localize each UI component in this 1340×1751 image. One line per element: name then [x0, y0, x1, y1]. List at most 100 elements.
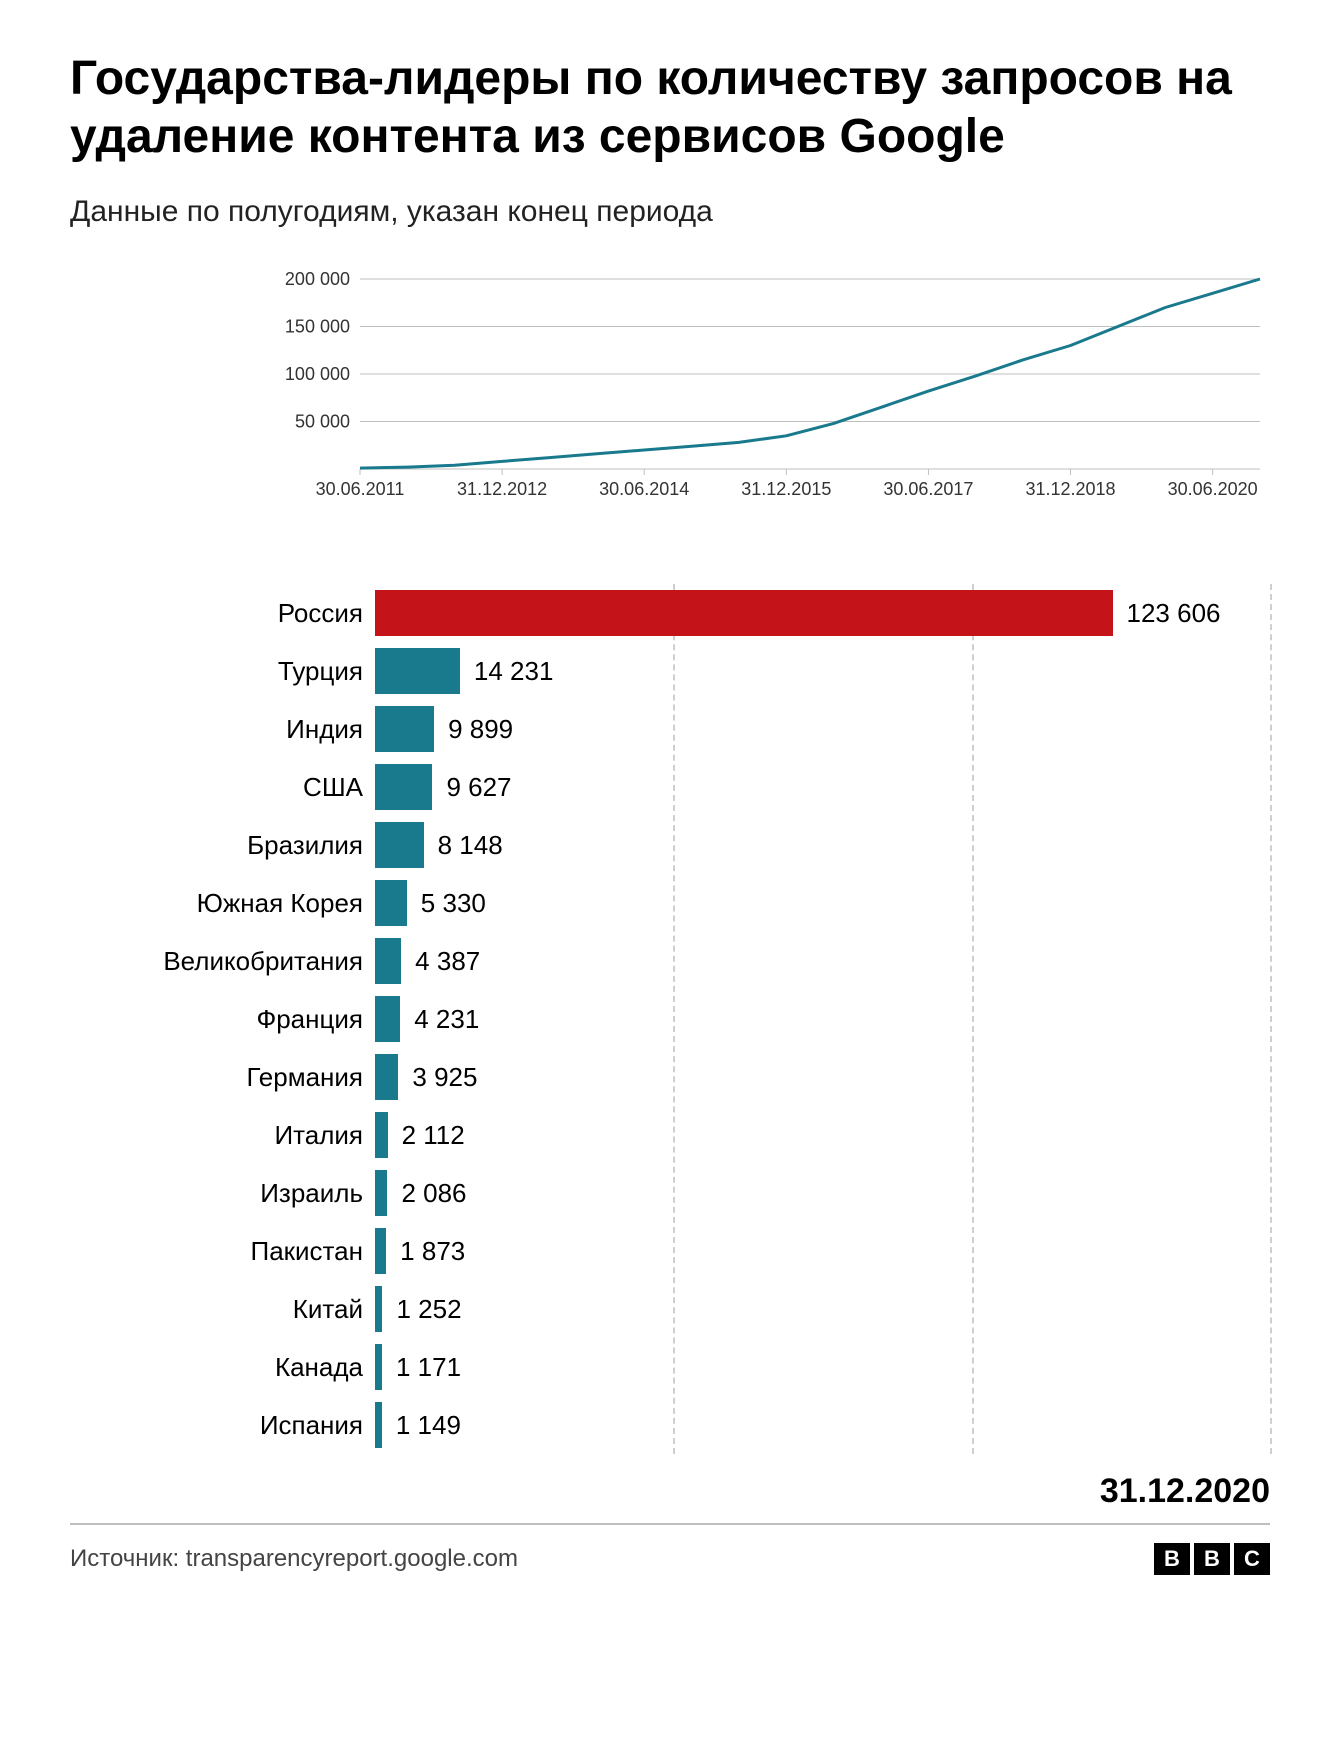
bar-fill [375, 880, 407, 926]
bar-fill [375, 1402, 382, 1448]
bar-label: Китай [70, 1294, 375, 1325]
bar-track: 1 149 [375, 1396, 1270, 1454]
svg-text:100 000: 100 000 [285, 364, 350, 384]
bar-label: Германия [70, 1062, 375, 1093]
bar-label: США [70, 772, 375, 803]
bar-row: Россия 123 606 [70, 584, 1270, 642]
bar-track: 9 627 [375, 758, 1270, 816]
bar-label: Великобритания [70, 946, 375, 977]
bar-row: США 9 627 [70, 758, 1270, 816]
footer: Источник: transparencyreport.google.com … [70, 1543, 1270, 1575]
bar-value: 8 148 [438, 830, 503, 861]
svg-text:31.12.2018: 31.12.2018 [1025, 479, 1115, 499]
bar-fill [375, 1054, 398, 1100]
bar-value: 9 899 [448, 714, 513, 745]
bar-row: Индия 9 899 [70, 700, 1270, 758]
bar-value: 4 387 [415, 946, 480, 977]
bar-label: Бразилия [70, 830, 375, 861]
bar-label: Франция [70, 1004, 375, 1035]
bar-row: Китай 1 252 [70, 1280, 1270, 1338]
bar-track: 3 925 [375, 1048, 1270, 1106]
bar-track: 4 387 [375, 932, 1270, 990]
bar-value: 1 149 [396, 1410, 461, 1441]
bar-value: 2 086 [401, 1178, 466, 1209]
bar-track: 1 873 [375, 1222, 1270, 1280]
bar-fill [375, 1344, 382, 1390]
svg-text:150 000: 150 000 [285, 317, 350, 337]
line-chart: 50 000 100 000 150 000 200 000 30.06.2011 31.… [270, 269, 1270, 529]
bar-row: Пакистан 1 873 [70, 1222, 1270, 1280]
bar-gridline [1270, 584, 1272, 1454]
bar-row: Израиль 2 086 [70, 1164, 1270, 1222]
bar-value: 5 330 [421, 888, 486, 919]
bar-track: 2 086 [375, 1164, 1270, 1222]
svg-text:30.06.2014: 30.06.2014 [599, 479, 689, 499]
bar-track: 123 606 [375, 584, 1270, 642]
bar-row: Италия 2 112 [70, 1106, 1270, 1164]
bar-label: Италия [70, 1120, 375, 1151]
bar-value: 1 171 [396, 1352, 461, 1383]
bar-row: Испания 1 149 [70, 1396, 1270, 1454]
source-label: Источник: transparencyreport.google.com [70, 1545, 518, 1573]
svg-text:31.12.2012: 31.12.2012 [457, 479, 547, 499]
bar-fill [375, 996, 400, 1042]
bar-chart: Россия 123 606 Турция 14 231 Индия 9 899 США 9 … [70, 584, 1270, 1454]
bar-label: Турция [70, 656, 375, 687]
footer-divider [70, 1523, 1270, 1525]
bar-value: 4 231 [414, 1004, 479, 1035]
bar-fill [375, 822, 424, 868]
page-subtitle: Данные по полугодиям, указан конец перио… [70, 195, 1270, 229]
svg-text:30.06.2020: 30.06.2020 [1168, 479, 1258, 499]
bar-label: Испания [70, 1410, 375, 1441]
svg-text:30.06.2011: 30.06.2011 [316, 479, 405, 499]
svg-text:31.12.2015: 31.12.2015 [741, 479, 831, 499]
bar-track: 2 112 [375, 1106, 1270, 1164]
bar-label: Россия [70, 598, 375, 629]
page-title: Государства-лидеры по количеству запросо… [70, 50, 1270, 165]
bar-value: 123 606 [1127, 598, 1221, 629]
bar-track: 9 899 [375, 700, 1270, 758]
bar-row: Великобритания 4 387 [70, 932, 1270, 990]
bar-fill [375, 938, 401, 984]
bar-track: 14 231 [375, 642, 1270, 700]
bar-fill [375, 590, 1113, 636]
bar-label: Израиль [70, 1178, 375, 1209]
bar-row: Германия 3 925 [70, 1048, 1270, 1106]
bar-value: 14 231 [474, 656, 554, 687]
bar-value: 3 925 [412, 1062, 477, 1093]
bar-row: Южная Корея 5 330 [70, 874, 1270, 932]
bar-row: Бразилия 8 148 [70, 816, 1270, 874]
line-chart-container: 50 000 100 000 150 000 200 000 30.06.2011 31.… [70, 269, 1270, 534]
bar-track: 5 330 [375, 874, 1270, 932]
bbc-logo-b1: B [1154, 1543, 1190, 1575]
bbc-logo-b2: B [1194, 1543, 1230, 1575]
bar-label: Южная Корея [70, 888, 375, 919]
bar-track: 8 148 [375, 816, 1270, 874]
bbc-logo-c: C [1234, 1543, 1270, 1575]
date-stamp: 31.12.2020 [70, 1472, 1270, 1511]
bar-label: Пакистан [70, 1236, 375, 1267]
bar-row: Канада 1 171 [70, 1338, 1270, 1396]
bar-track: 1 252 [375, 1280, 1270, 1338]
bar-fill [375, 1112, 388, 1158]
svg-text:30.06.2017: 30.06.2017 [883, 479, 973, 499]
svg-text:50 000: 50 000 [295, 412, 350, 432]
bar-row: Турция 14 231 [70, 642, 1270, 700]
bar-track: 4 231 [375, 990, 1270, 1048]
bar-fill [375, 1228, 386, 1274]
bar-fill [375, 1286, 382, 1332]
bar-track: 1 171 [375, 1338, 1270, 1396]
bar-fill [375, 764, 432, 810]
bar-value: 2 112 [402, 1120, 465, 1151]
bar-value: 1 252 [396, 1294, 461, 1325]
bar-value: 1 873 [400, 1236, 465, 1267]
bbc-logo: B B C [1154, 1543, 1270, 1575]
bar-label: Индия [70, 714, 375, 745]
bar-fill [375, 648, 460, 694]
svg-text:200 000: 200 000 [285, 269, 350, 289]
bar-row: Франция 4 231 [70, 990, 1270, 1048]
bar-fill [375, 706, 434, 752]
bar-value: 9 627 [446, 772, 511, 803]
bar-label: Канада [70, 1352, 375, 1383]
bar-fill [375, 1170, 387, 1216]
